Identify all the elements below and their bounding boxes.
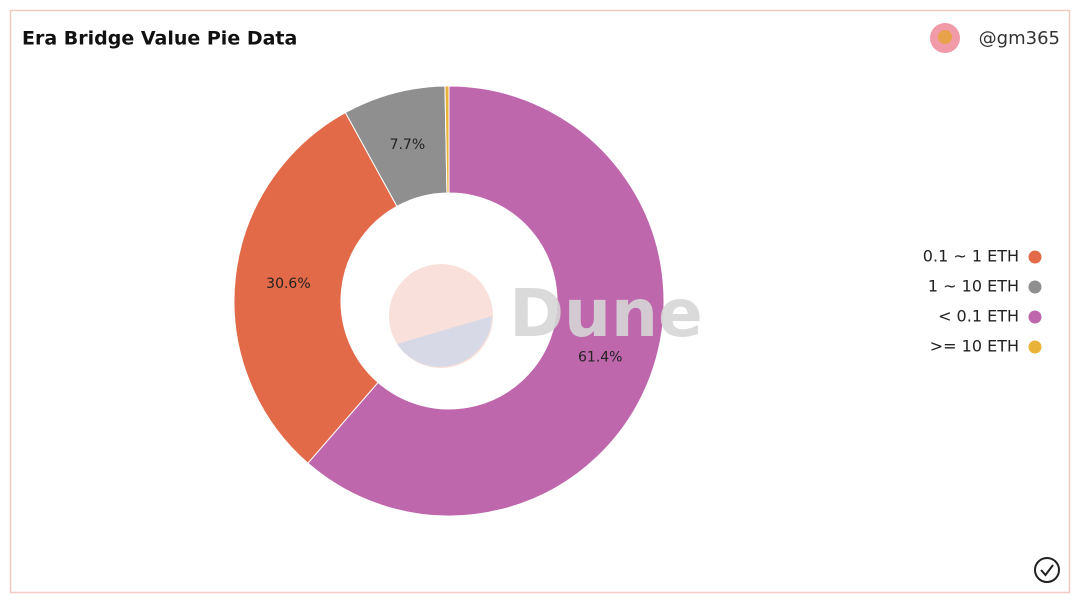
labels: 61.4% 30.6% 7.7% [266, 137, 622, 366]
pie [233, 85, 665, 517]
legend-label[interactable]: >= 10 ETH [930, 337, 1019, 356]
slice [444, 85, 450, 194]
check-icon[interactable] [1034, 557, 1060, 583]
legend: 0.1 ~ 1 ETH 1 ~ 10 ETH < 0.1 ETH >= 10 ETH [923, 247, 1042, 356]
logo-bottom [397, 316, 492, 367]
legend-swatch [1028, 310, 1042, 324]
watermark: Dune [509, 275, 703, 352]
data-label: 61.4% [578, 350, 622, 366]
legend-swatch [1028, 250, 1042, 264]
avatar-face [938, 30, 952, 44]
slice [233, 111, 398, 464]
legend-label[interactable]: 0.1 ~ 1 ETH [923, 247, 1019, 266]
legend-label[interactable]: < 0.1 ETH [938, 307, 1019, 326]
check-mark [1040, 564, 1054, 577]
slice [307, 85, 665, 517]
chart-title: Era Bridge Value Pie Data [22, 28, 297, 50]
data-label: 30.6% [266, 276, 310, 292]
legend-swatch [1028, 280, 1042, 294]
author[interactable]: @gm365 [979, 28, 1060, 49]
data-label: 7.7% [390, 137, 426, 153]
legend-label[interactable]: 1 ~ 10 ETH [928, 277, 1019, 296]
legend-swatch [1028, 340, 1042, 354]
